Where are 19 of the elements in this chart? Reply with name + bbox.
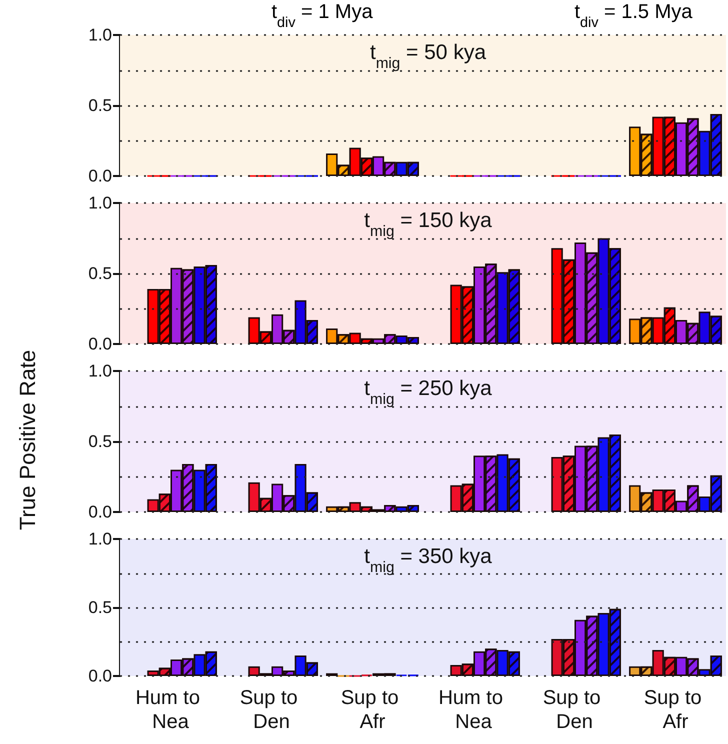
y-tick-label: 1.0: [88, 26, 112, 44]
y-tick-label: 0.0: [88, 502, 112, 522]
y-tick-label: 0.5: [88, 598, 112, 617]
y-tick-label: 0.0: [88, 334, 112, 354]
x-tick-label: Sup to Den: [542, 687, 606, 733]
x-tick-label: Sup to Afr: [340, 687, 404, 733]
y-tick-label: 0.0: [88, 666, 112, 686]
y-tick-label: 0.5: [88, 432, 112, 451]
x-tick-label: Hum to Nea: [438, 687, 509, 733]
x-tick-label: Sup to Den: [240, 687, 304, 733]
y-tick-label: 1.0: [88, 194, 112, 212]
y-tick-label: 1.0: [88, 530, 112, 548]
x-tick-label: Sup to Afr: [644, 687, 708, 733]
x-tick-label: Hum to Nea: [135, 687, 206, 733]
y-tick-label: 0.5: [88, 264, 112, 283]
y-tick-label: 0.0: [88, 166, 112, 186]
y-axis-title: True Positive Rate: [14, 348, 41, 532]
y-tick-label: 1.0: [88, 362, 112, 380]
y-tick-label: 0.5: [88, 96, 112, 115]
